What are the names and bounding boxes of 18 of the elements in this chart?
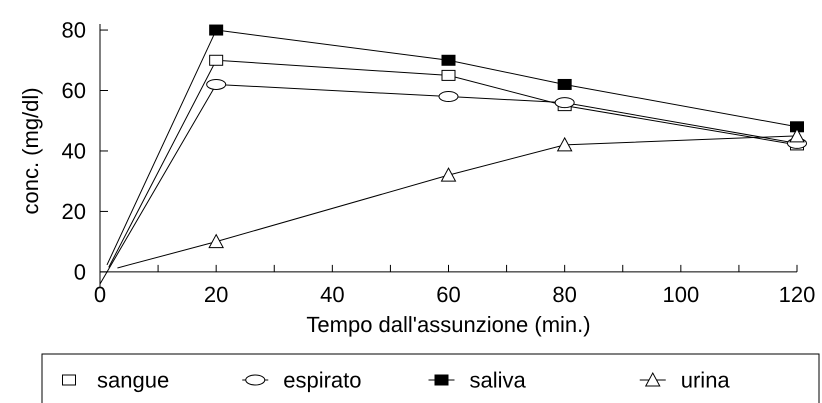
y-tick-label: 40: [62, 138, 86, 164]
x-tick-label: 60: [436, 282, 461, 307]
x-tick-label: 80: [552, 282, 577, 307]
y-tick-label: 20: [62, 199, 86, 224]
x-tick-label: 0: [94, 282, 106, 307]
legend-label: espirato: [283, 368, 362, 393]
x-tick-label: 100: [662, 282, 700, 307]
x-axis-title: Tempo dall'assunzione (min.): [306, 312, 591, 337]
x-tick-label: 20: [204, 282, 228, 307]
x-tick-label: 120: [778, 282, 816, 307]
x-tick-label: 40: [320, 282, 345, 307]
legend-label: sangue: [97, 368, 170, 393]
legend-label: saliva: [470, 368, 527, 393]
legend-label: urina: [680, 368, 730, 393]
y-axis-title: conc. (mg/dl): [18, 87, 43, 215]
y-tick-label: 0: [74, 260, 86, 285]
y-tick-label: 80: [62, 18, 86, 43]
y-tick-label: 60: [62, 78, 86, 104]
